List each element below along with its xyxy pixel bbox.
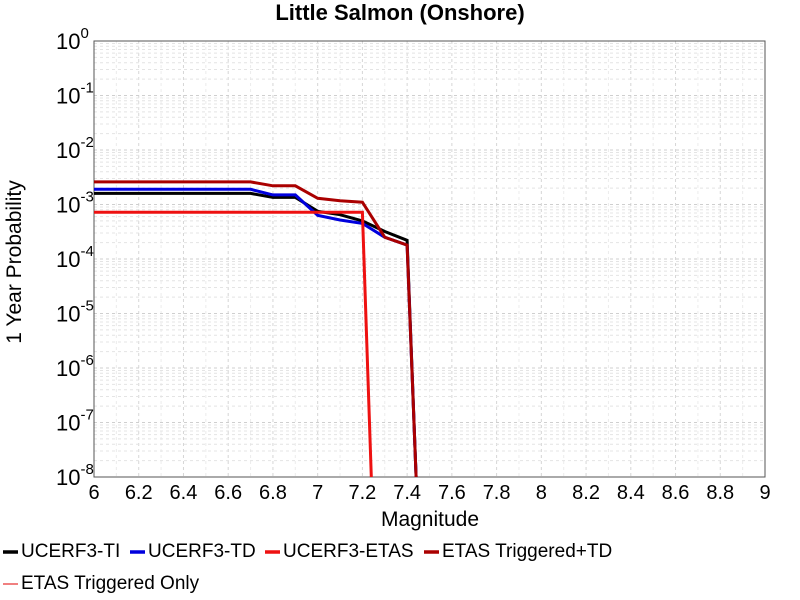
series-line-ucerf3-etas bbox=[94, 210, 373, 478]
x-tick-label: 8.2 bbox=[572, 482, 600, 504]
legend-item: UCERF3-TI bbox=[3, 541, 120, 562]
y-tick-label: 10-5 bbox=[56, 298, 94, 327]
y-tick-label: 10-7 bbox=[56, 407, 94, 436]
series-lines bbox=[94, 180, 418, 478]
x-tick-label: 9 bbox=[759, 482, 770, 504]
legend-item: ETAS Triggered Only bbox=[3, 573, 200, 594]
x-tick-label: 8.4 bbox=[617, 482, 645, 504]
series-line-etas-triggered-td bbox=[94, 180, 418, 478]
y-tick-label: 10-8 bbox=[56, 461, 94, 490]
x-tick-label: 6.2 bbox=[125, 482, 153, 504]
legend-item: ETAS Triggered+TD bbox=[424, 541, 612, 562]
grid bbox=[93, 40, 766, 478]
x-axis-ticks: 6 6.2 6.4 6.6 6.8 7 7.2 7.4 7.6 7.8 8 8.2 8.4 8.6 8.8 9 bbox=[88, 482, 770, 504]
legend-label: UCERF3-ETAS bbox=[283, 541, 414, 562]
x-tick-label: 7.2 bbox=[348, 482, 376, 504]
x-tick-label: 6.8 bbox=[259, 482, 287, 504]
y-tick-label: 10-4 bbox=[56, 243, 94, 272]
x-tick-label: 7.4 bbox=[393, 482, 421, 504]
x-axis-label: Magnitude bbox=[381, 508, 479, 531]
legend-item: UCERF3-TD bbox=[130, 541, 256, 562]
legend-label: ETAS Triggered Only bbox=[21, 573, 200, 594]
y-tick-label: 10-3 bbox=[56, 189, 94, 218]
plot-area bbox=[93, 40, 766, 478]
x-tick-label: 6.4 bbox=[170, 482, 198, 504]
x-tick-label: 6 bbox=[88, 482, 99, 504]
x-tick-label: 6.6 bbox=[214, 482, 242, 504]
legend: UCERF3-TI UCERF3-TD UCERF3-ETAS ETAS Trigge… bbox=[3, 541, 612, 594]
x-tick-label: 7.6 bbox=[438, 482, 466, 504]
y-tick-label: 10-6 bbox=[56, 352, 94, 381]
y-tick-label: 100 bbox=[56, 25, 89, 54]
y-axis-label: 1 Year Probability bbox=[3, 180, 26, 344]
y-tick-label: 10-1 bbox=[56, 80, 94, 109]
legend-label: ETAS Triggered+TD bbox=[442, 541, 612, 562]
y-axis-ticks: 100 10-1 10-2 10-3 10-4 10-5 10-6 10-7 10-8 bbox=[56, 25, 94, 490]
x-tick-label: 8 bbox=[536, 482, 547, 504]
legend-item: UCERF3-ETAS bbox=[265, 541, 414, 562]
x-tick-label: 8.8 bbox=[706, 482, 734, 504]
x-tick-label: 8.6 bbox=[662, 482, 690, 504]
legend-label: UCERF3-TI bbox=[21, 541, 120, 562]
legend-label: UCERF3-TD bbox=[148, 541, 256, 562]
y-tick-label: 10-2 bbox=[56, 134, 94, 163]
chart-title: Little Salmon (Onshore) bbox=[275, 0, 524, 25]
x-tick-label: 7 bbox=[312, 482, 323, 504]
x-tick-label: 7.8 bbox=[483, 482, 511, 504]
